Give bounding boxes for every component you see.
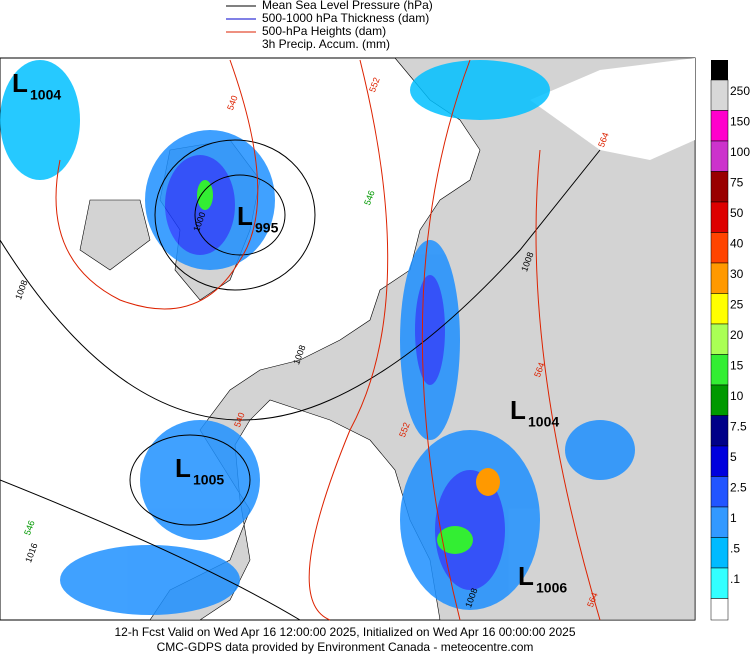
colorbar-swatch xyxy=(710,506,729,538)
colorbar: 250 150 100 75 50 40 30 25 20 15 10 7.5 5 2.5 1 .5 .1 xyxy=(710,60,750,621)
colorbar-swatch xyxy=(710,415,729,447)
colorbar-swatch xyxy=(710,171,729,203)
heavy-precip xyxy=(476,468,500,496)
isobars xyxy=(0,139,601,621)
colorbar-cap xyxy=(711,60,728,80)
colorbar-swatch xyxy=(710,476,729,508)
contour-label: 540 xyxy=(232,411,247,429)
low-letter: L xyxy=(12,68,28,98)
colorbar-label: .5 xyxy=(730,542,740,556)
low-letter: L xyxy=(518,561,534,591)
colorbar-swatch xyxy=(710,384,729,416)
colorbar-label: 75 xyxy=(730,176,744,190)
colorbar-swatch xyxy=(710,262,729,294)
colorbar-label: 50 xyxy=(730,206,744,220)
heavy-precip xyxy=(197,180,213,210)
colorbar-label: 250 xyxy=(730,84,750,98)
colorbar-label: 15 xyxy=(730,359,744,373)
colorbar-label: 2.5 xyxy=(730,481,747,495)
colorbar-label: 20 xyxy=(730,328,744,342)
colorbar-swatch xyxy=(710,354,729,386)
colorbar-swatch xyxy=(710,567,729,599)
colorbar-swatch xyxy=(710,232,729,264)
low-letter: L xyxy=(175,453,191,483)
colorbar-label: 10 xyxy=(730,389,744,403)
contour-label: 552 xyxy=(367,76,382,94)
map xyxy=(0,57,696,621)
colorbar-cap xyxy=(710,598,729,621)
contour-label: 552 xyxy=(397,421,412,439)
sea xyxy=(530,58,695,160)
colorbar-swatch xyxy=(710,537,729,569)
contour-label: 564 xyxy=(532,361,547,379)
colorbar-label: 150 xyxy=(730,115,750,129)
colorbar-label: 40 xyxy=(730,237,744,251)
colorbar-swatch xyxy=(710,110,729,142)
contour-label: 546 xyxy=(362,189,377,207)
colorbar-swatch xyxy=(710,323,729,355)
contour-label: 564 xyxy=(596,131,611,149)
colorbar-label: 5 xyxy=(730,450,737,464)
colorbar-label: 100 xyxy=(730,145,750,159)
low-letter: L xyxy=(510,395,526,425)
low-letter: L xyxy=(237,201,253,231)
colorbar-swatch xyxy=(710,445,729,477)
legend-label: 3h Precip. Accum. (mm) xyxy=(262,37,390,51)
footer-line: CMC-GDPS data provided by Environment Ca… xyxy=(157,640,534,654)
low-pressure: 1006 xyxy=(536,580,567,596)
heavy-precip xyxy=(437,526,473,554)
colorbar-label: 30 xyxy=(730,267,744,281)
low-pressure: 1004 xyxy=(528,414,559,430)
colorbar-label: 7.5 xyxy=(730,420,747,434)
legend-label: Mean Sea Level Pressure (hPa) xyxy=(262,0,433,12)
low-pressure: 1004 xyxy=(30,87,61,103)
low-pressure: 995 xyxy=(255,220,279,236)
legend-label: 500-1000 hPa Thickness (dam) xyxy=(262,11,429,25)
height-lines xyxy=(55,59,601,621)
colorbar-label: .1 xyxy=(730,572,740,586)
footer-line: 12-h Fcst Valid on Wed Apr 16 12:00:00 2… xyxy=(115,625,576,639)
colorbar-swatch xyxy=(710,140,729,172)
contour-label: 540 xyxy=(225,94,240,112)
colorbar-swatch xyxy=(710,293,729,325)
contour-label: 564 xyxy=(585,591,600,609)
legend-label: 500-hPa Heights (dam) xyxy=(262,24,386,38)
colorbar-label: 1 xyxy=(730,511,737,525)
contour-label: 546 xyxy=(22,519,37,537)
low-pressure: 1005 xyxy=(193,472,224,488)
legend: Mean Sea Level Pressure (hPa)500-1000 hP… xyxy=(226,0,433,51)
land xyxy=(79,199,151,271)
colorbar-swatch xyxy=(710,79,729,111)
colorbar-swatch xyxy=(710,201,729,233)
colorbar-label: 25 xyxy=(730,298,744,312)
